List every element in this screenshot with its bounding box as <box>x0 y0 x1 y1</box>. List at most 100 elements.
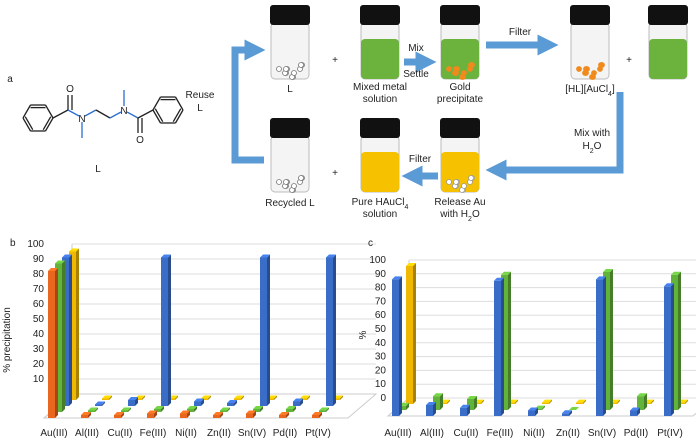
bar-front <box>194 401 201 406</box>
label-part: with H <box>439 209 468 220</box>
vial-bead <box>598 62 604 68</box>
bar-front <box>114 415 121 418</box>
y-tick-label: 80 <box>375 283 387 294</box>
bar-front <box>267 398 274 400</box>
bar-top <box>426 401 436 405</box>
bar-top <box>88 407 98 411</box>
bond <box>44 104 54 119</box>
bar-top <box>69 248 79 252</box>
bar-top <box>147 410 157 414</box>
bar <box>562 410 572 416</box>
bar-side <box>76 248 79 400</box>
x-tick-label: Al(III) <box>420 428 444 439</box>
bar <box>128 397 138 406</box>
bar-front <box>671 274 678 410</box>
bar <box>102 395 112 400</box>
bar <box>180 410 190 418</box>
label-part: H <box>583 141 590 152</box>
bar-top <box>319 407 329 411</box>
x-tick-label: Fe(III) <box>487 428 514 439</box>
vial-liquid <box>441 152 479 192</box>
bar-side <box>549 399 552 404</box>
bar-top <box>62 254 72 258</box>
bar <box>194 398 204 406</box>
bar-front <box>279 415 286 418</box>
bar-top <box>528 407 538 411</box>
bar <box>69 248 79 400</box>
atom-o: O <box>136 135 144 146</box>
bar-front <box>610 402 617 404</box>
label: with H2O <box>439 209 480 223</box>
bar <box>392 276 402 416</box>
bar-side <box>300 398 303 406</box>
bar-top <box>293 398 303 402</box>
bar-side <box>154 410 157 418</box>
bar-top <box>55 260 65 264</box>
bar-top <box>213 412 223 415</box>
bar <box>460 404 470 416</box>
bar-front <box>460 407 467 416</box>
bar-side <box>399 276 402 416</box>
vial-bead <box>276 179 282 185</box>
vial-bead <box>453 179 459 185</box>
bar-side <box>433 401 436 416</box>
x-tick-label: Au(III) <box>40 428 67 439</box>
vial-cap <box>440 5 480 25</box>
bar <box>81 412 91 418</box>
bar <box>406 263 416 404</box>
label: L <box>287 84 293 95</box>
bar-side <box>406 402 409 410</box>
bar-side <box>508 271 511 410</box>
bar-side <box>637 407 640 416</box>
bond <box>95 109 111 119</box>
bar-side <box>651 399 654 404</box>
bar-top <box>227 400 237 403</box>
bar <box>542 399 552 404</box>
bar <box>528 407 538 416</box>
bar-front <box>326 257 333 406</box>
x-tick-label: Ni(II) <box>175 428 197 439</box>
bond <box>52 109 69 119</box>
bond <box>174 109 184 124</box>
bar-front <box>220 410 227 412</box>
bar-side <box>62 260 65 412</box>
bar <box>246 410 256 418</box>
bar-front <box>474 402 481 404</box>
vial-cap <box>570 5 610 25</box>
vial-bead <box>468 175 474 181</box>
bar-side <box>187 410 190 418</box>
bar-front <box>596 279 603 416</box>
label-sub: 4 <box>608 91 612 98</box>
bar-side <box>220 412 223 418</box>
bar-front <box>201 398 208 400</box>
label: Recycled L <box>265 198 315 209</box>
bar <box>114 412 124 418</box>
vial-bead <box>283 179 289 185</box>
bar-side <box>194 406 197 412</box>
y-tick-label: 20 <box>33 359 45 370</box>
bar-side <box>267 254 270 406</box>
label: Mix <box>408 43 424 54</box>
vial-liquid <box>361 39 399 79</box>
x-tick-label: Pt(IV) <box>657 428 683 439</box>
bar-top <box>494 277 504 281</box>
bar <box>234 395 244 400</box>
bar-top <box>180 410 190 414</box>
bar-front <box>180 413 187 418</box>
y-tick-label: 40 <box>375 338 387 349</box>
atom-n: N <box>78 114 85 125</box>
bar-side <box>333 254 336 406</box>
bar-top <box>154 406 164 409</box>
vial-bead <box>468 62 474 68</box>
y-tick-label: 40 <box>33 329 45 340</box>
bar-front <box>319 410 326 412</box>
vial-bead <box>291 70 297 76</box>
bar-side <box>260 406 263 412</box>
bar-side <box>227 407 230 412</box>
bar <box>121 407 131 412</box>
bar-side <box>678 271 681 410</box>
bar-top <box>637 393 647 397</box>
y-tick-label: 80 <box>33 269 45 280</box>
bar <box>300 395 310 400</box>
x-tick-label: Al(III) <box>75 428 99 439</box>
